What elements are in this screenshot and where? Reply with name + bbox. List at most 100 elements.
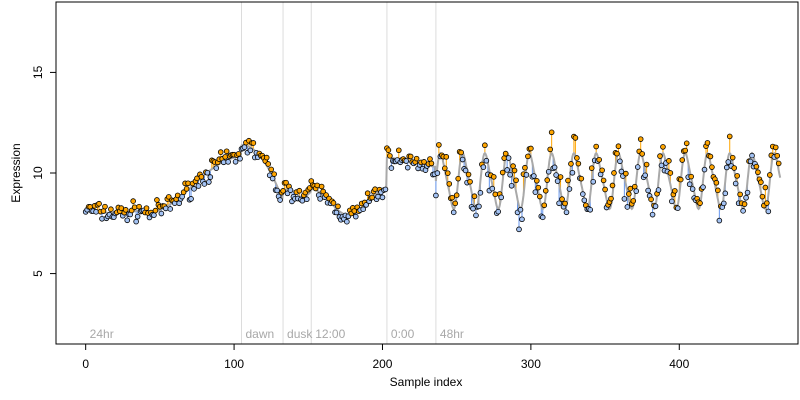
data-point	[508, 182, 515, 189]
data-point	[569, 169, 576, 176]
data-point	[720, 200, 727, 207]
data-point	[207, 174, 214, 180]
data-point	[762, 184, 769, 191]
data-point	[568, 161, 574, 167]
data-point	[191, 186, 197, 192]
data-point	[446, 181, 453, 187]
data-point	[490, 174, 497, 180]
data-point	[330, 200, 337, 206]
data-point	[449, 194, 456, 201]
data-point	[455, 175, 461, 182]
data-point	[434, 170, 441, 176]
data-point	[639, 151, 645, 157]
data-point	[713, 179, 720, 186]
data-point	[749, 152, 755, 159]
data-point	[222, 154, 228, 160]
data-point	[593, 143, 599, 150]
data-point	[517, 206, 524, 213]
data-point	[774, 152, 781, 159]
x-tick-label: 400	[669, 357, 689, 371]
data-point	[559, 196, 565, 202]
data-point	[682, 147, 689, 154]
data-point	[615, 143, 622, 150]
data-point	[152, 207, 159, 214]
data-point	[403, 158, 410, 164]
data-point	[467, 178, 473, 185]
data-point	[201, 181, 208, 187]
data-point	[344, 218, 350, 225]
data-point	[133, 218, 139, 225]
data-point	[335, 203, 341, 210]
data-point	[516, 226, 522, 233]
data-point	[195, 183, 202, 189]
data-point	[528, 145, 534, 152]
data-point	[314, 182, 320, 189]
data-point	[743, 194, 749, 201]
data-point	[679, 157, 686, 163]
data-point	[643, 161, 650, 168]
data-point	[618, 168, 625, 175]
data-point	[637, 136, 644, 142]
data-point	[250, 140, 257, 146]
data-point	[737, 191, 743, 198]
data-point	[225, 159, 231, 165]
data-point	[480, 164, 487, 170]
data-point	[482, 142, 488, 149]
data-point	[726, 133, 733, 140]
data-point	[396, 147, 402, 154]
data-point	[578, 175, 585, 182]
x-tick-label: 300	[521, 357, 541, 371]
data-point	[102, 203, 108, 210]
data-point	[388, 165, 395, 171]
data-point	[165, 194, 172, 200]
data-point	[476, 203, 482, 210]
y-tick-label: 10	[31, 166, 45, 180]
x-tick-label: 0	[82, 357, 89, 371]
data-point	[617, 158, 623, 165]
data-point	[511, 167, 518, 174]
data-point	[232, 159, 239, 165]
data-point	[609, 182, 616, 189]
data-point	[532, 189, 539, 195]
data-point	[453, 192, 460, 198]
data-point	[407, 153, 414, 160]
data-point	[553, 172, 559, 178]
data-point	[143, 205, 150, 211]
data-point	[352, 213, 359, 220]
data-point	[525, 153, 531, 160]
data-point	[436, 142, 442, 148]
x-tick-label: 100	[224, 357, 244, 371]
data-point	[596, 156, 602, 163]
data-point	[220, 159, 227, 166]
data-point	[741, 201, 748, 207]
data-point	[611, 170, 617, 176]
data-point	[136, 203, 142, 210]
data-point	[551, 164, 558, 171]
data-point	[404, 164, 411, 171]
data-point	[271, 171, 277, 177]
y-tick-label: 15	[31, 65, 45, 79]
data-point	[241, 144, 248, 150]
data-point	[183, 186, 190, 192]
data-point	[237, 155, 243, 162]
data-point	[574, 155, 580, 161]
segment-label: 24hr	[90, 327, 114, 341]
data-point	[235, 151, 242, 157]
data-point	[277, 197, 283, 203]
data-point	[621, 196, 628, 202]
data-point	[130, 198, 136, 204]
data-point	[158, 210, 165, 217]
data-point	[626, 191, 632, 197]
data-point	[704, 140, 711, 146]
data-point	[608, 195, 614, 202]
data-points	[82, 129, 782, 233]
data-point	[167, 206, 174, 212]
data-point	[134, 213, 141, 220]
data-point	[206, 179, 212, 185]
data-point	[421, 159, 427, 165]
data-point	[772, 144, 779, 151]
data-point	[655, 187, 662, 193]
data-point	[623, 170, 629, 177]
data-point	[531, 173, 537, 179]
